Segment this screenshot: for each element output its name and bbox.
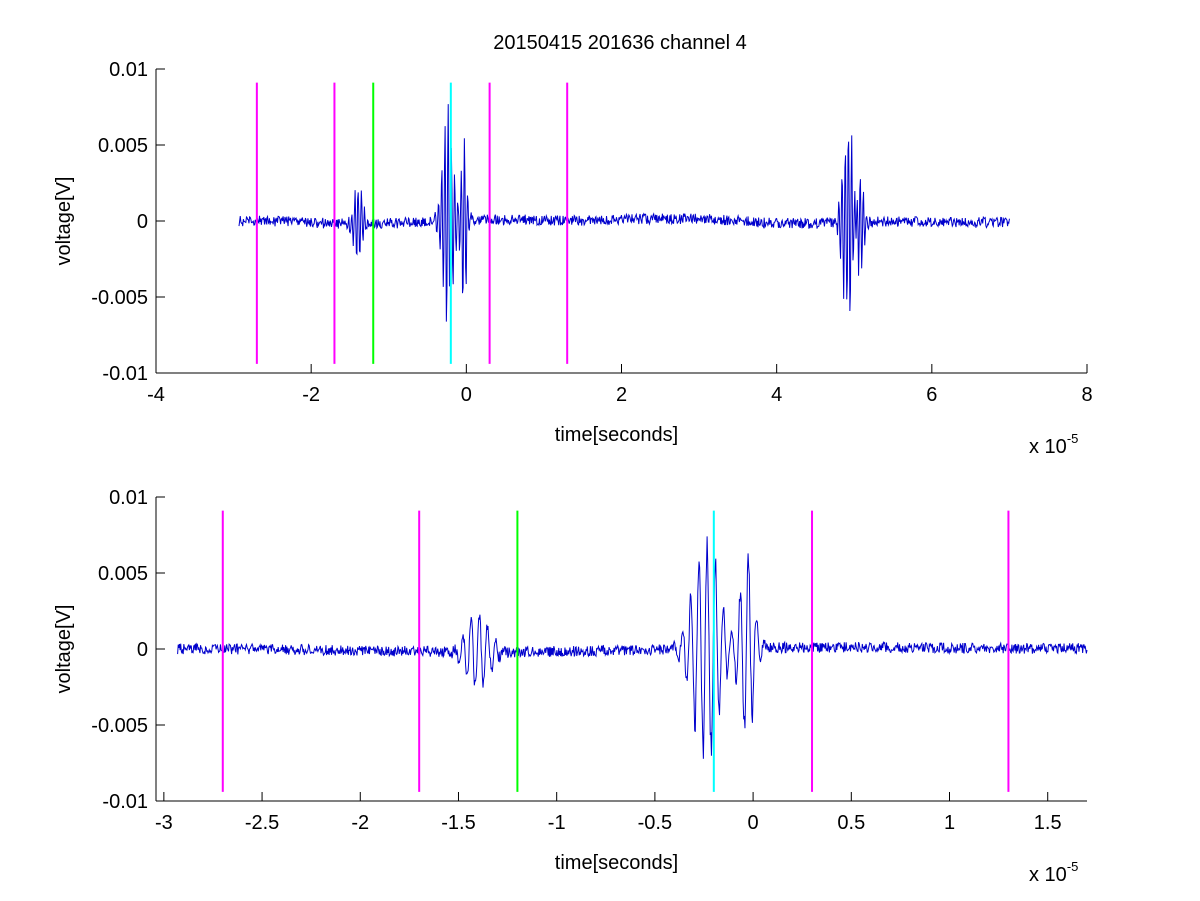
- plot-bottom-x-tick-label: -3: [155, 812, 173, 834]
- plot-bottom-y-tick-label: -0.01: [102, 791, 148, 813]
- plot-bottom-x-tick-label: 1.5: [1034, 812, 1062, 834]
- plot-bottom-ylabel: voltage[V]: [53, 605, 75, 694]
- plot-top-y-tick-label: -0.005: [91, 287, 148, 309]
- plot-bottom-xlabel: time[seconds]: [555, 852, 678, 874]
- plot-bottom-x-tick-label: -1: [548, 812, 566, 834]
- plot-top-x-exponent-base: x 10: [1029, 436, 1067, 458]
- plot-bottom-marks: [177, 510, 1088, 792]
- plot-bottom-x-tick-label: 0.5: [837, 812, 865, 834]
- plot-top-x-tick-label: 6: [926, 384, 937, 406]
- plot-top-y-tick-label: 0.005: [98, 135, 148, 157]
- plot-bottom-x-tick-label: 0: [748, 812, 759, 834]
- plot-top-ticks: -4 -2 0 2 4 6 8 0.01 0.005 0 -0.005 -0.01: [91, 59, 1092, 406]
- plot-top: -4 -2 0 2 4 6 8 0.01 0.005 0 -0.005 -0.01 time[seco…: [53, 59, 1093, 458]
- plot-top-x-tick-label: 2: [616, 384, 627, 406]
- plot-top-y-tick-label: 0: [137, 211, 148, 233]
- plot-bottom: -3 -2.5 -2 -1.5 -1 -0.5 0 0.5 1 1.5 0.01 0.005 0 -0.0…: [53, 487, 1088, 886]
- plot-top-x-exponent: x 10-5: [1029, 431, 1078, 458]
- plot-top-x-tick-label: 4: [771, 384, 782, 406]
- plot-bottom-ticks: -3 -2.5 -2 -1.5 -1 -0.5 0 0.5 1 1.5 0.01 0.005 0 -0.0…: [91, 487, 1061, 834]
- plot-top-ylabel: voltage[V]: [53, 177, 75, 266]
- plot-bottom-signal-line: [177, 536, 1088, 759]
- figure-title: 20150415 201636 channel 4: [493, 32, 747, 54]
- plot-top-signal-line: [238, 104, 1010, 322]
- plot-bottom-y-tick-label: 0: [137, 639, 148, 661]
- plot-bottom-x-tick-label: -1.5: [441, 812, 475, 834]
- plot-top-x-tick-label: 0: [461, 384, 472, 406]
- plot-top-marks: [238, 82, 1010, 364]
- plot-top-x-tick-label: -4: [147, 384, 165, 406]
- plot-bottom-x-tick-label: 1: [944, 812, 955, 834]
- plot-top-xlabel: time[seconds]: [555, 424, 678, 446]
- plot-bottom-y-tick-label: 0.005: [98, 563, 148, 585]
- plot-top-y-tick-label: -0.01: [102, 363, 148, 385]
- plot-bottom-x-tick-label: -2: [351, 812, 369, 834]
- plot-bottom-x-exponent-power: -5: [1067, 859, 1079, 874]
- plot-bottom-y-tick-label: -0.005: [91, 715, 148, 737]
- plot-bottom-x-tick-label: -2.5: [245, 812, 279, 834]
- plot-top-y-tick-label: 0.01: [109, 59, 148, 81]
- plot-bottom-x-tick-label: -0.5: [638, 812, 672, 834]
- plot-bottom-x-exponent-base: x 10: [1029, 864, 1067, 886]
- plot-top-x-tick-label: 8: [1081, 384, 1092, 406]
- plot-bottom-x-exponent: x 10-5: [1029, 859, 1078, 886]
- plot-bottom-y-tick-label: 0.01: [109, 487, 148, 509]
- plot-top-x-exponent-power: -5: [1067, 431, 1079, 446]
- plot-top-x-tick-label: -2: [302, 384, 320, 406]
